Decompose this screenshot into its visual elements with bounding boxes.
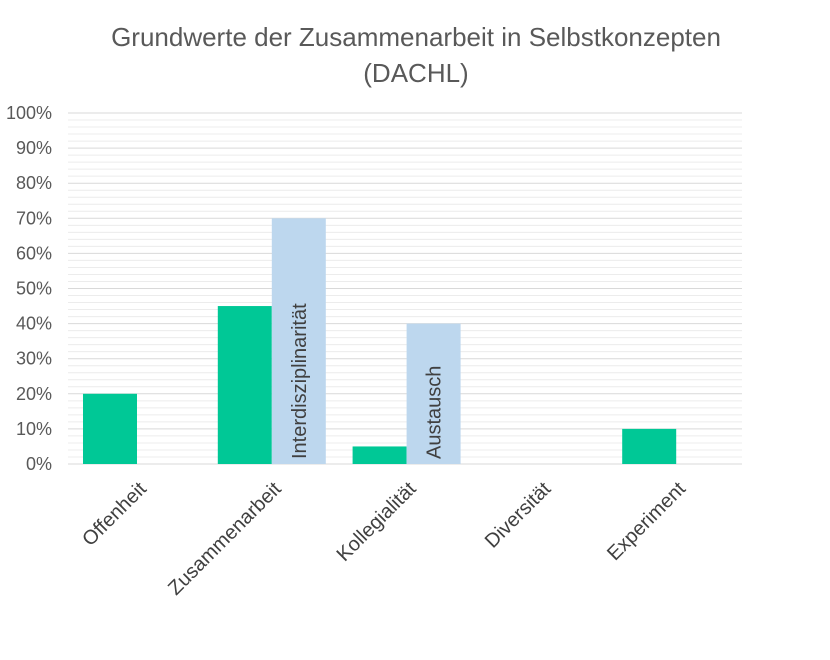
bar-offenheit-series-1 xyxy=(83,393,137,464)
bar-kollegialität-series-1 xyxy=(352,446,407,464)
bar-kollegialität-series-2 xyxy=(406,323,461,464)
gridlines xyxy=(68,112,742,465)
y-tick-label: 40% xyxy=(16,314,52,334)
y-tick-label: 50% xyxy=(16,279,52,299)
y-tick-label: 20% xyxy=(16,384,52,404)
y-tick-label: 80% xyxy=(16,173,52,193)
bar-labels: Interdisziplinarität Austausch xyxy=(289,303,446,459)
bar-zusammenarbeit-series-2 xyxy=(271,218,326,464)
y-tick-label: 100% xyxy=(6,103,52,123)
chart-title-line-1: Grundwerte der Zusammenarbeit in Selbstk… xyxy=(111,22,721,52)
x-category-label: Experiment xyxy=(603,478,690,565)
y-tick-label: 70% xyxy=(16,208,52,228)
x-category-label: Kollegialität xyxy=(333,478,421,566)
y-tick-label: 10% xyxy=(16,419,52,439)
y-tick-label: 60% xyxy=(16,243,52,263)
bar-label: Austausch xyxy=(424,366,446,459)
x-category-label: Offenheit xyxy=(78,478,151,551)
bar-label: Interdisziplinarität xyxy=(289,303,311,459)
x-axis-categories: Offenheit Zusammenarbeit Kollegialität Dive… xyxy=(78,478,690,600)
bars xyxy=(83,218,677,464)
chart-title-line-2: (DACHL) xyxy=(363,58,468,88)
x-category-label: Zusammenarbeit xyxy=(164,478,286,600)
y-tick-label: 0% xyxy=(26,454,52,474)
y-tick-label: 90% xyxy=(16,138,52,158)
y-axis-ticks: 0% 10% 20% 30% 40% 50% 60% 70% 80% 90% 100% xyxy=(6,103,52,474)
bar-experiment-series-1 xyxy=(622,428,677,464)
bar-zusammenarbeit-series-1 xyxy=(217,306,272,464)
y-tick-label: 30% xyxy=(16,349,52,369)
x-category-label: Diversität xyxy=(481,478,556,553)
